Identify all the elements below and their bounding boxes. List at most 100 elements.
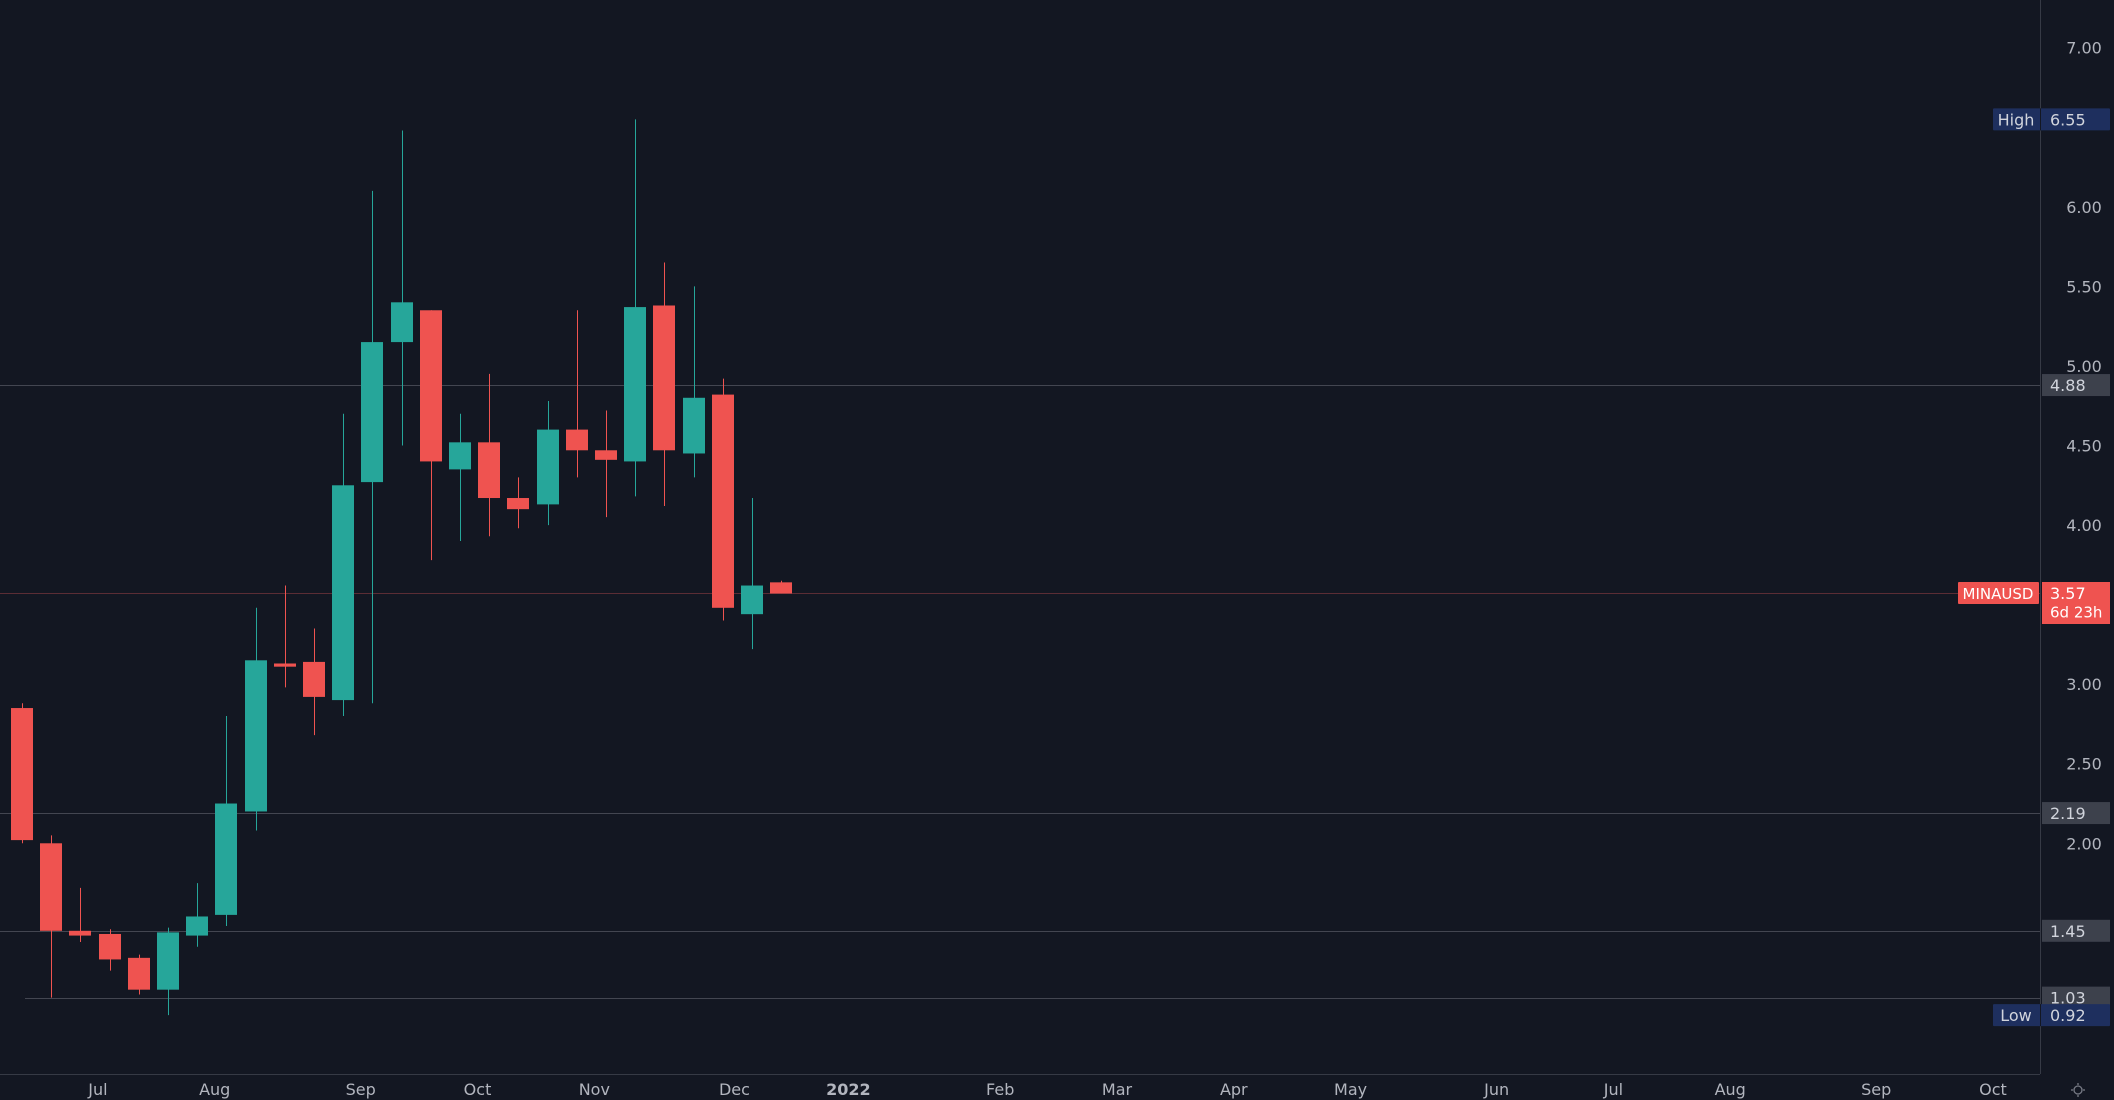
candle[interactable] <box>507 477 529 529</box>
candle[interactable] <box>770 580 792 594</box>
price-tick-label: 4.00 <box>2066 516 2102 535</box>
candle[interactable] <box>186 883 208 947</box>
candle[interactable] <box>69 887 91 942</box>
candle[interactable] <box>712 378 734 621</box>
candle-body <box>449 442 471 470</box>
level-price-label-text: 1.03 <box>2050 989 2086 1008</box>
low-marker: Low 0.92 <box>1993 1004 2110 1027</box>
time-tick-label: Dec <box>719 1080 750 1099</box>
low-value: 0.92 <box>2050 1006 2086 1025</box>
time-tick-label: Aug <box>199 1080 230 1099</box>
candle[interactable] <box>11 703 33 844</box>
candle[interactable] <box>245 607 267 831</box>
high-label: High <box>1998 110 2035 129</box>
candle[interactable] <box>653 262 675 506</box>
price-tick-label: 2.00 <box>2066 834 2102 853</box>
time-tick-label: Oct <box>464 1080 492 1099</box>
settings-gear-icon[interactable] <box>2071 1083 2085 1097</box>
candle-body <box>507 498 529 510</box>
price-tick-label: 3.00 <box>2066 675 2102 694</box>
candle-body <box>157 932 179 990</box>
candle-body <box>741 585 763 615</box>
time-axis[interactable]: Jul Aug Sep Oct Nov Dec 2022 Feb Mar Apr May Jun Jul… <box>87 1080 2007 1099</box>
candle-body <box>566 429 588 451</box>
candle-body <box>245 660 267 812</box>
level-price-label-text: 2.19 <box>2050 804 2086 823</box>
level-price-label: 1.03 <box>2042 986 2110 1009</box>
candle-body <box>537 429 559 505</box>
high-value: 6.55 <box>2050 110 2086 129</box>
time-tick-label: Oct <box>1979 1080 2007 1099</box>
candle[interactable] <box>391 130 413 446</box>
candle[interactable] <box>449 413 471 541</box>
time-tick-label: Aug <box>1715 1080 1746 1099</box>
candle[interactable] <box>624 119 646 497</box>
candle-body <box>712 394 734 608</box>
level-price-label-text: 4.88 <box>2050 376 2086 395</box>
price-tick-label: 6.00 <box>2066 198 2102 217</box>
candle-body <box>11 708 33 841</box>
level-price-label: 2.19 <box>2042 802 2110 825</box>
time-tick-label: Jul <box>1603 1080 1623 1099</box>
level-price-label-text: 1.45 <box>2050 922 2086 941</box>
price-tick-label: 4.50 <box>2066 437 2102 456</box>
time-tick-label: 2022 <box>826 1080 871 1099</box>
candle[interactable] <box>157 927 179 1016</box>
candle[interactable] <box>361 190 383 704</box>
time-tick-label: Feb <box>986 1080 1014 1099</box>
candle-body <box>595 450 617 460</box>
candle[interactable] <box>537 400 559 526</box>
candle-body <box>215 803 237 915</box>
candle[interactable] <box>215 716 237 927</box>
candle-body <box>391 302 413 343</box>
low-label: Low <box>2000 1006 2032 1025</box>
candle-body <box>624 307 646 462</box>
candle-body <box>478 442 500 499</box>
candle[interactable] <box>274 585 296 688</box>
candle[interactable] <box>478 373 500 537</box>
candle[interactable] <box>40 835 62 998</box>
level-price-label: 4.88 <box>2042 374 2110 397</box>
price-axis-labels: 4.88 2.19 1.45 1.03 High 6.55 Low 0.92 MINAUSD 3.… <box>1958 108 2110 1027</box>
candle-body <box>653 305 675 451</box>
time-tick-label: Mar <box>1102 1080 1133 1099</box>
candle-body <box>332 485 354 701</box>
bar-countdown: 6d 23h <box>2050 604 2102 622</box>
symbol-label: MINAUSD <box>1963 585 2034 603</box>
time-tick-label: Nov <box>579 1080 610 1099</box>
price-tick-label: 5.50 <box>2066 277 2102 296</box>
candle-body <box>420 310 442 462</box>
price-tick-label: 7.00 <box>2066 39 2102 58</box>
candle-body <box>303 661 325 697</box>
candle-body <box>274 663 296 667</box>
candle[interactable] <box>683 286 705 478</box>
candle[interactable] <box>566 310 588 478</box>
time-tick-label: Sep <box>346 1080 376 1099</box>
candle-body <box>361 342 383 483</box>
level-price-label: 1.45 <box>2042 919 2110 942</box>
candle[interactable] <box>741 498 763 650</box>
candle-body <box>128 957 150 990</box>
candle[interactable] <box>420 310 442 561</box>
candle[interactable] <box>303 628 325 736</box>
price-axis[interactable]: 7.00 6.00 5.50 5.00 4.50 4.00 3.00 2.50 2.00 <box>2066 39 2102 854</box>
candle-body <box>69 930 91 936</box>
candle[interactable] <box>595 410 617 518</box>
candle[interactable] <box>128 954 150 995</box>
time-tick-label: Sep <box>1861 1080 1891 1099</box>
candle-body <box>186 916 208 936</box>
price-tick-label: 5.00 <box>2066 357 2102 376</box>
time-tick-label: May <box>1334 1080 1367 1099</box>
time-tick-label: Apr <box>1220 1080 1248 1099</box>
candle[interactable] <box>99 929 121 971</box>
candle[interactable] <box>332 413 354 716</box>
candles <box>11 119 792 1016</box>
candle-body <box>683 397 705 454</box>
time-tick-label: Jul <box>87 1080 107 1099</box>
price-tick-label: 2.50 <box>2066 755 2102 774</box>
high-marker: High 6.55 <box>1993 108 2110 131</box>
candle-body <box>770 582 792 594</box>
